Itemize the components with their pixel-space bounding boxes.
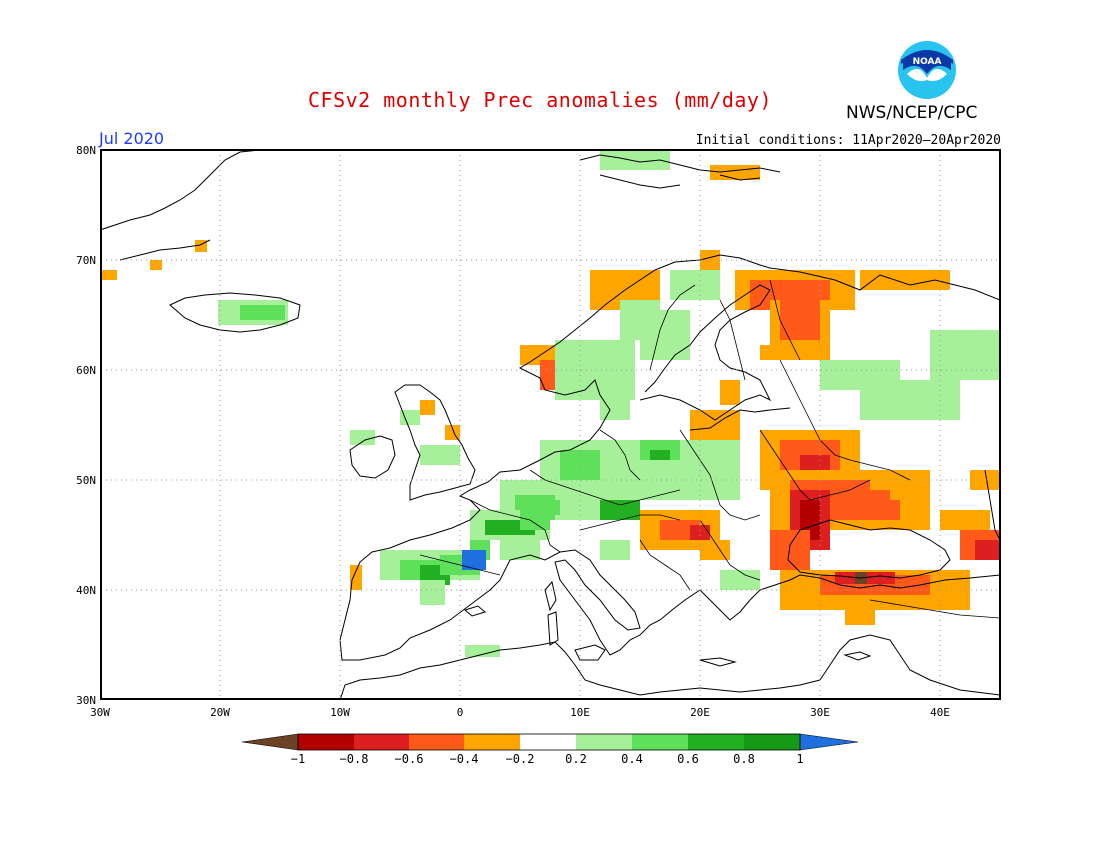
anomaly-cell	[720, 570, 760, 590]
colorbar-label: −0.4	[450, 752, 479, 766]
lat-label: 60N	[76, 364, 96, 377]
anomaly-cell	[420, 400, 435, 415]
colorbar-label: −0.8	[340, 752, 369, 766]
colorbar-segment	[576, 734, 632, 750]
anomaly-cell	[890, 480, 920, 500]
lon-label: 30W	[90, 706, 110, 719]
lat-label: 30N	[76, 694, 96, 707]
coastlines	[101, 150, 1000, 699]
anomaly-cell	[770, 530, 810, 570]
lon-label: 10E	[570, 706, 590, 719]
lon-label: 40E	[930, 706, 950, 719]
anomaly-cell	[462, 550, 486, 570]
initial-conditions: Initial conditions: 11Apr2020–20Apr2020	[695, 133, 1001, 148]
anomaly-cell	[600, 380, 630, 420]
anomaly-cell	[350, 565, 362, 590]
anomaly-cell	[420, 580, 445, 605]
anomaly-cell	[400, 410, 420, 425]
anomaly-cell	[970, 470, 1000, 490]
noaa-logo: NOAA	[898, 41, 956, 99]
colorbar-segment	[744, 734, 800, 750]
anomaly-cell	[195, 240, 207, 252]
anomaly-cell	[845, 600, 875, 625]
anomaly-cells	[101, 150, 1000, 657]
colorbar-segment	[298, 734, 354, 750]
anomaly-cell	[930, 330, 1000, 380]
agency-label: NWS/NCEP/CPC	[846, 103, 978, 123]
anomaly-cell	[690, 525, 710, 540]
colorbar-label: 0.6	[677, 752, 699, 766]
lat-label: 50N	[76, 474, 96, 487]
colorbar-label: −0.2	[506, 752, 535, 766]
colorbar-segment	[688, 734, 744, 750]
map-frame	[100, 149, 1001, 700]
colorbar-label: 0.2	[565, 752, 587, 766]
colorbar-segment	[520, 734, 576, 750]
anomaly-cell	[600, 540, 630, 560]
colorbar-label: 0.8	[733, 752, 755, 766]
colorbar: −1 −0.8 −0.6 −0.4 −0.2 0.2 0.4 0.6 0.8 1	[241, 733, 859, 766]
colorbar-segment	[632, 734, 688, 750]
colorbar-low-triangle	[241, 733, 299, 751]
anomaly-cell	[520, 510, 550, 530]
anomaly-cell	[465, 645, 500, 657]
map-title: CFSv2 monthly Prec anomalies (mm/day)	[307, 88, 773, 112]
lat-label: 70N	[76, 254, 96, 267]
country-borders	[419, 279, 1000, 619]
lon-label: 20W	[210, 706, 230, 719]
anomaly-cell	[600, 150, 670, 170]
lon-label: 20E	[690, 706, 710, 719]
lon-label: 30E	[810, 706, 830, 719]
anomaly-cell	[101, 270, 117, 280]
anomaly-cell	[600, 500, 640, 520]
anomaly-cell	[860, 270, 950, 290]
logo-text: NOAA	[913, 57, 942, 67]
lon-label: 10W	[330, 706, 350, 719]
lon-label: 0	[457, 706, 464, 719]
anomaly-cell	[860, 380, 960, 420]
anomaly-cell	[420, 445, 460, 465]
anomaly-cell	[940, 510, 990, 530]
lat-label: 40N	[76, 584, 96, 597]
anomaly-cell	[975, 540, 1000, 560]
colorbar-label: 0.4	[621, 752, 643, 766]
valid-month: Jul 2020	[99, 129, 165, 148]
colorbar-segment	[409, 734, 464, 750]
anomaly-cell	[700, 250, 720, 270]
colorbar-label: −0.6	[395, 752, 424, 766]
lat-label: 80N	[76, 144, 96, 157]
anomaly-cell	[350, 430, 375, 445]
anomaly-cell	[150, 260, 162, 270]
anomaly-cell	[700, 540, 730, 560]
anomaly-cell	[710, 165, 760, 180]
colorbar-label: 1	[796, 752, 803, 766]
colorbar-high-triangle	[799, 733, 859, 751]
colorbar-segment	[354, 734, 409, 750]
anomaly-cell	[650, 450, 670, 460]
anomaly-cell	[780, 300, 820, 340]
map-area	[101, 150, 1000, 699]
colorbar-label: −1	[291, 752, 305, 766]
colorbar-segment	[464, 734, 520, 750]
map-axes: 30N 40N 50N 60N 70N 80N 30W 20W 10W 0 10…	[76, 144, 950, 719]
anomaly-cell	[240, 305, 285, 320]
anomaly-cell	[720, 380, 740, 405]
anomaly-cell	[760, 345, 785, 360]
